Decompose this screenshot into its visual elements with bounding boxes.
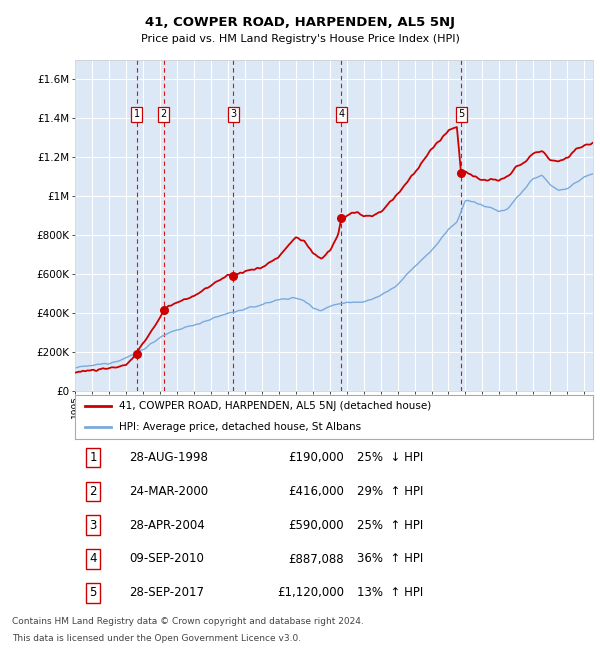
Text: 29%  ↑ HPI: 29% ↑ HPI	[357, 485, 424, 498]
Text: 5: 5	[89, 586, 97, 599]
Text: 2: 2	[161, 109, 167, 120]
Text: 3: 3	[230, 109, 236, 120]
Text: 3: 3	[89, 519, 97, 532]
Text: £416,000: £416,000	[289, 485, 344, 498]
Text: 41, COWPER ROAD, HARPENDEN, AL5 5NJ: 41, COWPER ROAD, HARPENDEN, AL5 5NJ	[145, 16, 455, 29]
Text: 25%  ↑ HPI: 25% ↑ HPI	[357, 519, 424, 532]
Text: Price paid vs. HM Land Registry's House Price Index (HPI): Price paid vs. HM Land Registry's House …	[140, 34, 460, 44]
Text: 09-SEP-2010: 09-SEP-2010	[130, 552, 204, 566]
Text: 24-MAR-2000: 24-MAR-2000	[130, 485, 208, 498]
Text: £590,000: £590,000	[289, 519, 344, 532]
Text: 28-AUG-1998: 28-AUG-1998	[130, 451, 208, 464]
Text: 36%  ↑ HPI: 36% ↑ HPI	[357, 552, 424, 566]
Text: 41, COWPER ROAD, HARPENDEN, AL5 5NJ (detached house): 41, COWPER ROAD, HARPENDEN, AL5 5NJ (det…	[119, 402, 431, 411]
Text: 25%  ↓ HPI: 25% ↓ HPI	[357, 451, 424, 464]
Text: £1,120,000: £1,120,000	[277, 586, 344, 599]
Text: £887,088: £887,088	[289, 552, 344, 566]
Text: 28-SEP-2017: 28-SEP-2017	[130, 586, 205, 599]
Text: This data is licensed under the Open Government Licence v3.0.: This data is licensed under the Open Gov…	[12, 634, 301, 644]
Text: 28-APR-2004: 28-APR-2004	[130, 519, 205, 532]
Text: £190,000: £190,000	[289, 451, 344, 464]
Text: 1: 1	[134, 109, 140, 120]
Text: 1: 1	[89, 451, 97, 464]
Text: 4: 4	[89, 552, 97, 566]
Text: 13%  ↑ HPI: 13% ↑ HPI	[357, 586, 424, 599]
Text: HPI: Average price, detached house, St Albans: HPI: Average price, detached house, St A…	[119, 422, 361, 432]
Text: 4: 4	[338, 109, 344, 120]
Text: Contains HM Land Registry data © Crown copyright and database right 2024.: Contains HM Land Registry data © Crown c…	[12, 616, 364, 625]
Text: 2: 2	[89, 485, 97, 498]
Text: 5: 5	[458, 109, 464, 120]
